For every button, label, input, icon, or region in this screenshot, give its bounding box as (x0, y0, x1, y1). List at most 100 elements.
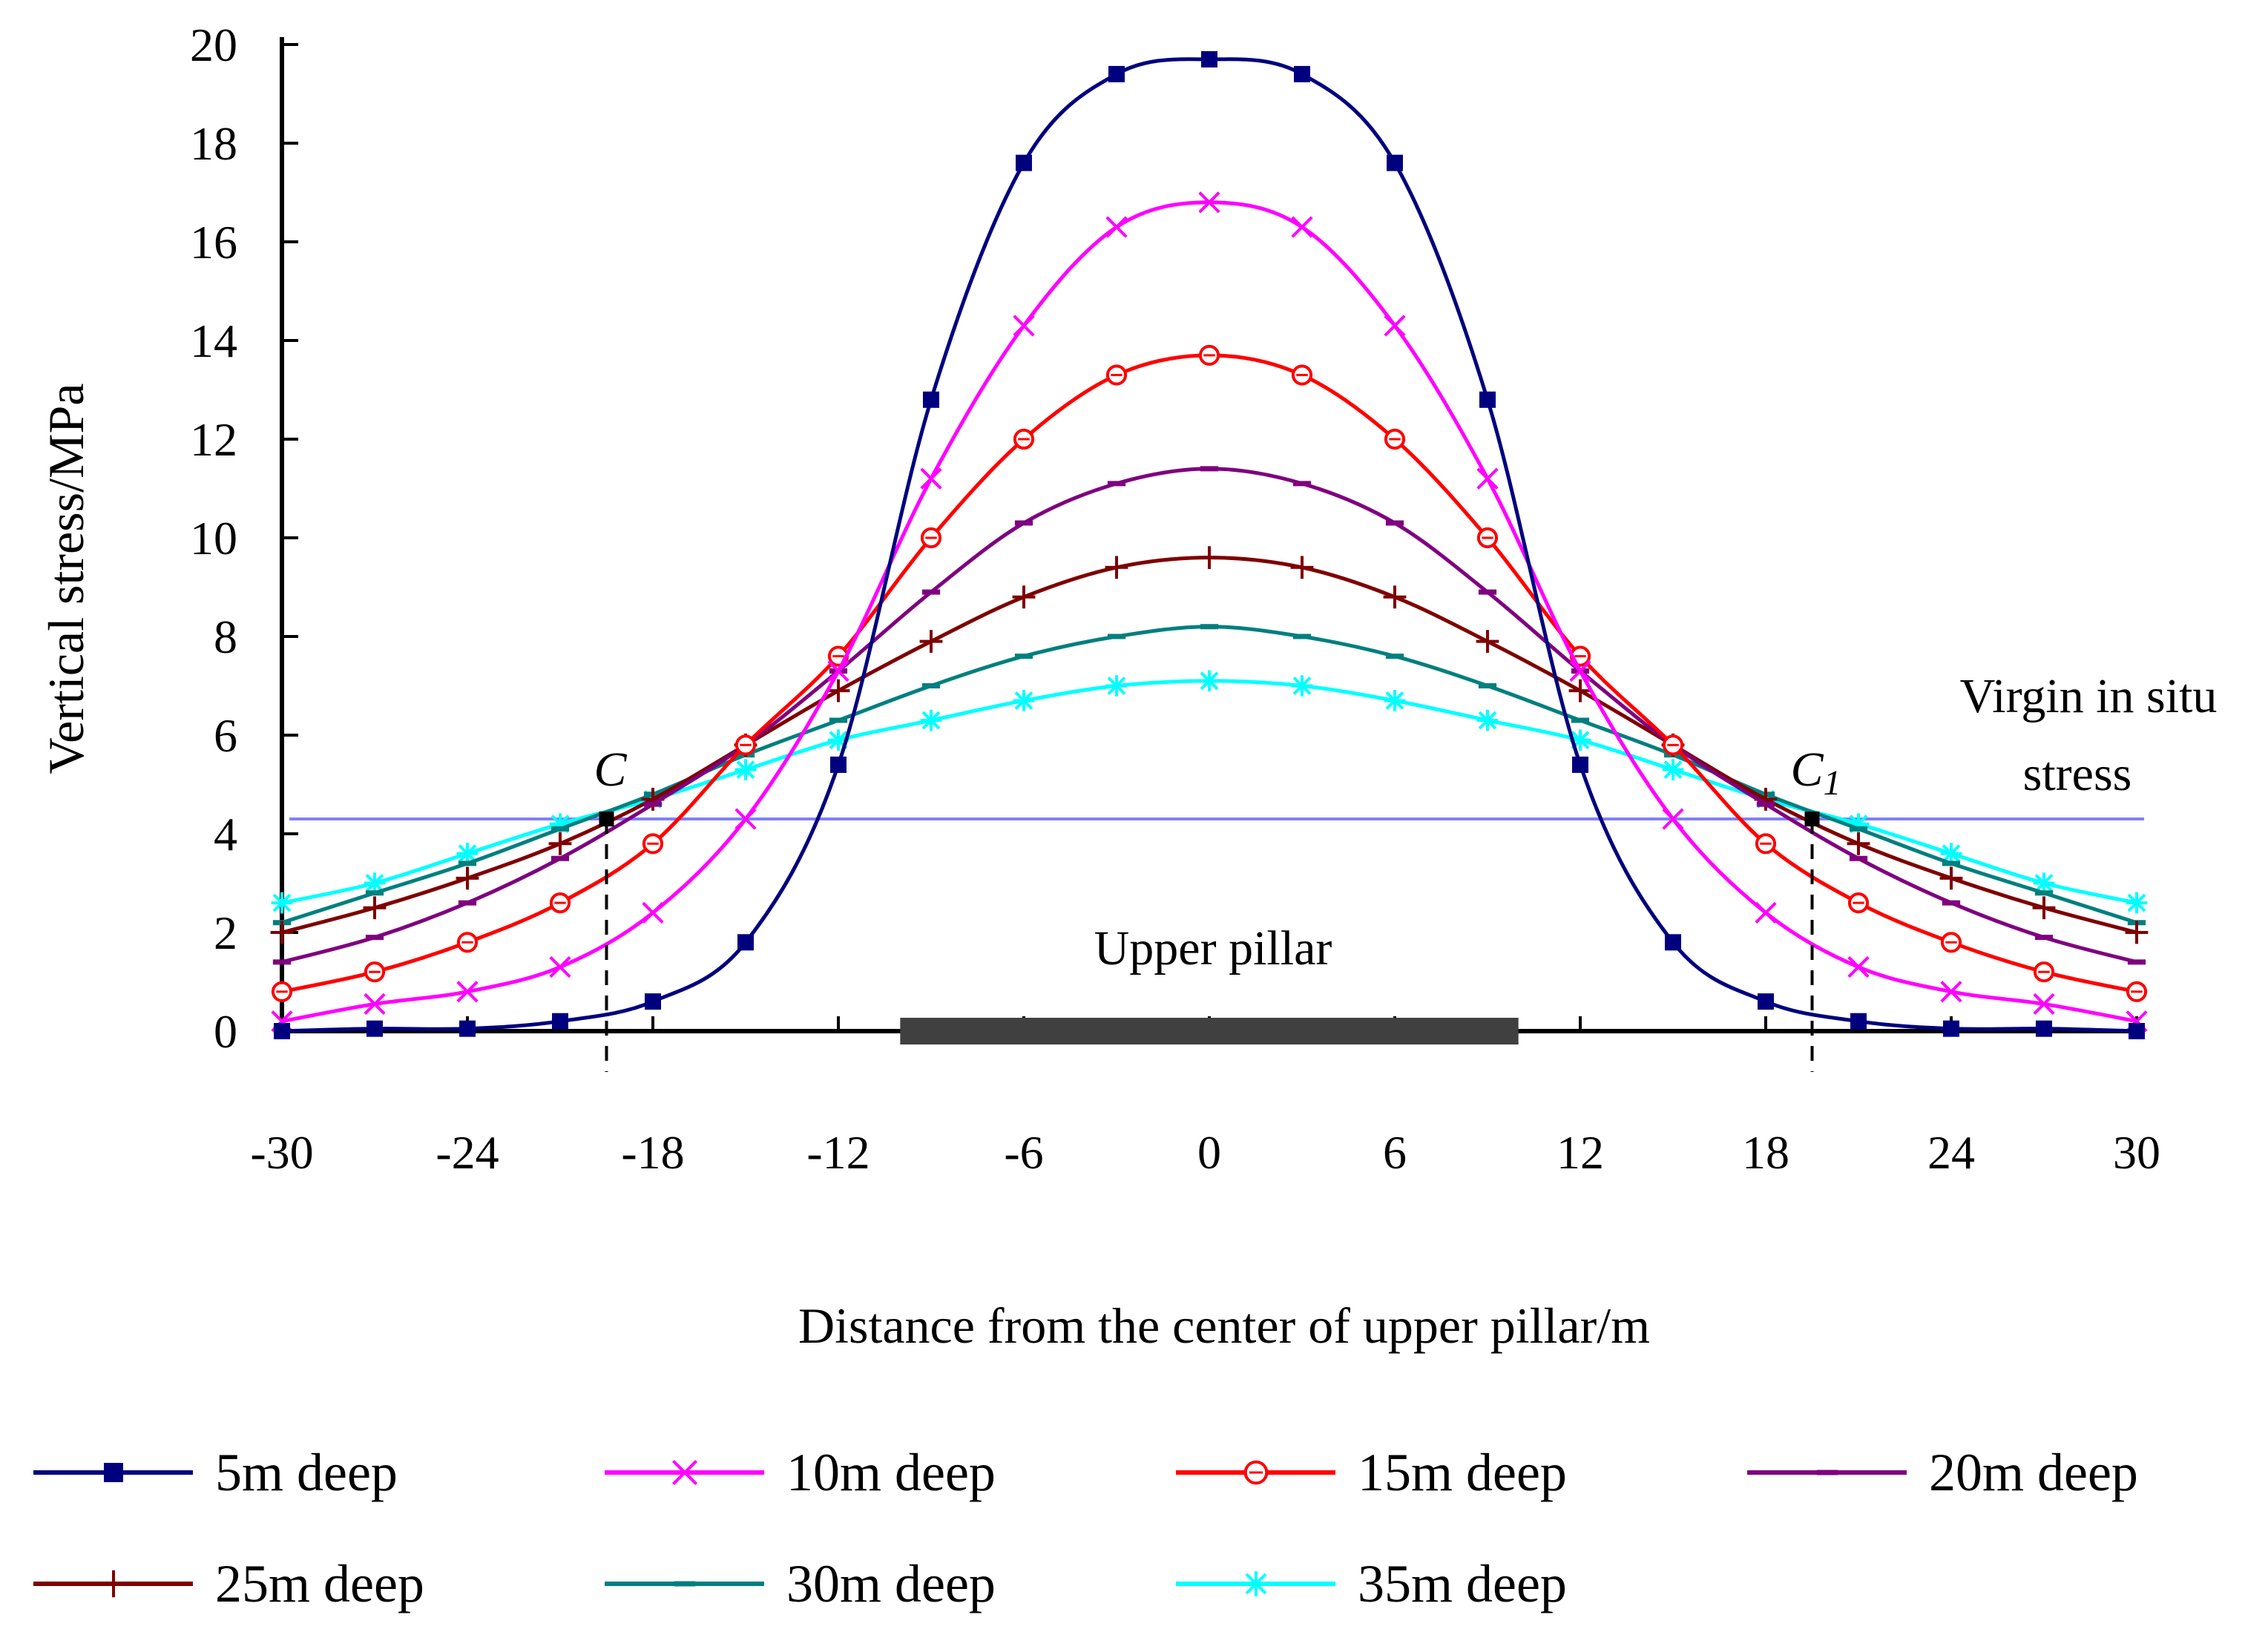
data-point (367, 1020, 383, 1037)
data-point (1939, 866, 1963, 890)
series-35m-deep (271, 670, 2148, 914)
data-point (1105, 216, 1128, 238)
data-point (2033, 872, 2055, 894)
data-point (1198, 191, 1220, 214)
series-25m-deep (270, 546, 2149, 944)
y-tick-label: 18 (190, 117, 237, 170)
data-point (1013, 315, 1035, 337)
data-point (1850, 1013, 1867, 1030)
data-point (1294, 65, 1310, 82)
data-point (1568, 679, 1592, 703)
data-point (826, 679, 850, 703)
data-point (1755, 901, 1777, 924)
x-tick-label: -24 (435, 1126, 499, 1179)
data-point (1847, 832, 1870, 855)
data-point (1291, 675, 1313, 697)
data-point (1201, 50, 1217, 68)
data-point (827, 659, 849, 682)
data-point (2032, 896, 2056, 920)
legend-label: 30m deep (786, 1554, 996, 1613)
legend-label: 5m deep (215, 1443, 398, 1502)
legend-item-30m-deep: 30m deep (605, 1554, 996, 1613)
legend-label: 20m deep (1929, 1443, 2138, 1502)
legend-label: 25m deep (215, 1554, 424, 1613)
data-point (1847, 813, 1870, 835)
virgin-stress-label-2: stress (2023, 747, 2132, 801)
legend-marker (671, 1459, 698, 1486)
x-tick-label: -30 (250, 1126, 313, 1179)
x-tick-label: 6 (1383, 1126, 1407, 1179)
x-tick-label: -12 (806, 1126, 870, 1179)
y-tick-label: 16 (190, 216, 237, 269)
data-point (920, 709, 942, 731)
upper-pillar-bar (900, 1018, 1519, 1044)
y-tick-label: 0 (214, 1005, 237, 1058)
data-point (1847, 955, 1870, 978)
data-point (1013, 690, 1035, 711)
y-tick-label: 2 (214, 907, 237, 959)
legend-marker (104, 1463, 123, 1482)
series-layer (270, 50, 2149, 1039)
data-point (1291, 216, 1313, 238)
x-tick-label: -6 (1004, 1126, 1043, 1179)
data-point (919, 630, 943, 654)
data-point (548, 832, 572, 855)
data-point (363, 896, 387, 920)
data-point (734, 759, 757, 780)
data-point (270, 921, 294, 944)
x-tick-label: 12 (1557, 1126, 1604, 1179)
y-tick-label: 10 (190, 512, 237, 565)
legend: 5m deep 10m deep 15m deep 20m deep 25m deep 3… (33, 1443, 2138, 1613)
legend-item-35m-deep: 35m deep (1176, 1554, 1567, 1613)
data-point (1940, 843, 1962, 864)
data-point (923, 391, 939, 408)
y-ticks: 0 2 4 6 8 10 12 14 16 18 20 (190, 19, 298, 1058)
series-20m-deep (272, 466, 2146, 965)
marker-point (1804, 812, 1820, 827)
x-ticks: -30 -24 -18 -12 -6 0 6 12 18 24 30 (250, 1016, 2160, 1179)
data-point (2036, 1020, 2052, 1037)
y-axis-title: Vertical stress/MPa (38, 384, 94, 774)
data-point (2126, 892, 2148, 914)
data-point (1758, 993, 1774, 1010)
data-point (1290, 556, 1314, 579)
data-point (459, 1020, 476, 1037)
data-point (737, 934, 754, 951)
data-point (1665, 934, 1681, 951)
data-point (1662, 759, 1684, 780)
series-15m-deep (271, 344, 2148, 1002)
legend-marker (1243, 1571, 1269, 1596)
data-point (364, 872, 386, 894)
legend-marker (99, 1570, 128, 1598)
data-point (1198, 670, 1220, 692)
data-point (2129, 1023, 2145, 1039)
data-point (1572, 756, 1588, 773)
data-point (271, 892, 293, 914)
legend-item-10m-deep: 10m deep (605, 1443, 996, 1502)
series-line-25m-deep (281, 556, 2137, 935)
data-point (1476, 709, 1499, 731)
y-tick-label: 4 (214, 808, 237, 861)
data-point (552, 1013, 568, 1030)
legend-label: 15m deep (1358, 1443, 1567, 1502)
data-point (1108, 65, 1125, 82)
legend-label: 10m deep (786, 1443, 996, 1502)
data-point (2033, 993, 2055, 1016)
y-tick-label: 14 (190, 315, 237, 367)
series-line-35m-deep (281, 679, 2137, 905)
data-point (274, 1023, 290, 1039)
y-tick-label: 8 (214, 611, 237, 663)
legend-item-5m-deep: 5m deep (33, 1443, 398, 1502)
series-30m-deep (272, 624, 2146, 926)
legend-item-15m-deep: 15m deep (1176, 1443, 1567, 1502)
data-point (1387, 154, 1403, 171)
x-tick-label: 0 (1197, 1126, 1221, 1179)
data-point (1105, 556, 1128, 579)
marker-point (599, 812, 614, 827)
data-point (1012, 585, 1036, 609)
data-point (827, 729, 849, 751)
data-point (734, 808, 757, 830)
data-point (1105, 675, 1128, 697)
